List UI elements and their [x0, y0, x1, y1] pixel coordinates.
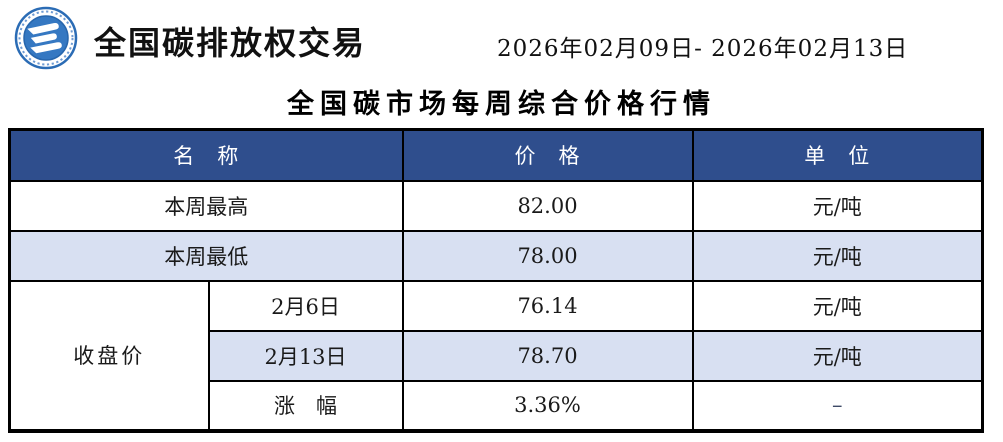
cell-price: 78.70: [401, 329, 694, 382]
cell-unit: 元/吨: [691, 229, 984, 282]
col-header-unit: 单 位: [691, 128, 984, 182]
cell-name: 本周最高: [8, 179, 404, 232]
cell-unit: –: [691, 379, 984, 433]
table-row-change: 涨 幅 3.36% –: [10, 379, 984, 433]
brand-title: 全国碳排放权交易: [94, 24, 367, 62]
page-title: 全国碳市场每周综合价格行情: [287, 89, 716, 120]
cell-name: 2月13日: [207, 329, 404, 382]
table-row-week-high: 本周最高 82.00 元/吨: [8, 179, 984, 232]
cell-price: 78.00: [401, 229, 694, 282]
cell-unit: 元/吨: [691, 279, 984, 332]
carbon-exchange-logo-icon: [14, 6, 78, 70]
col-header-price: 价 格: [401, 128, 694, 182]
price-table: 名 称 价 格 单 位 本周最高 82.00 元/吨 本周最低 78.00 元/…: [8, 128, 984, 433]
cell-unit: 元/吨: [691, 329, 984, 382]
closing-price-label: 收盘价: [8, 279, 210, 432]
cell-price: 3.36%: [401, 379, 694, 433]
table-header-row: 名 称 价 格 单 位: [8, 128, 984, 182]
cell-name: 涨 幅: [207, 379, 404, 433]
cell-unit: 元/吨: [691, 179, 984, 232]
table-row-week-low: 本周最低 78.00 元/吨: [8, 229, 984, 282]
table-row-close-1: 收盘价 2月6日 76.14 元/吨: [8, 279, 984, 432]
cell-price: 82.00: [401, 179, 694, 232]
date-range: 2026年02月09日- 2026年02月13日: [497, 36, 909, 62]
cell-name: 2月6日: [207, 279, 404, 332]
cell-price: 76.14: [401, 279, 694, 332]
cell-name: 本周最低: [8, 229, 404, 282]
table-row-close-2: 2月13日 78.70 元/吨: [10, 329, 984, 382]
col-header-name: 名 称: [8, 128, 404, 182]
